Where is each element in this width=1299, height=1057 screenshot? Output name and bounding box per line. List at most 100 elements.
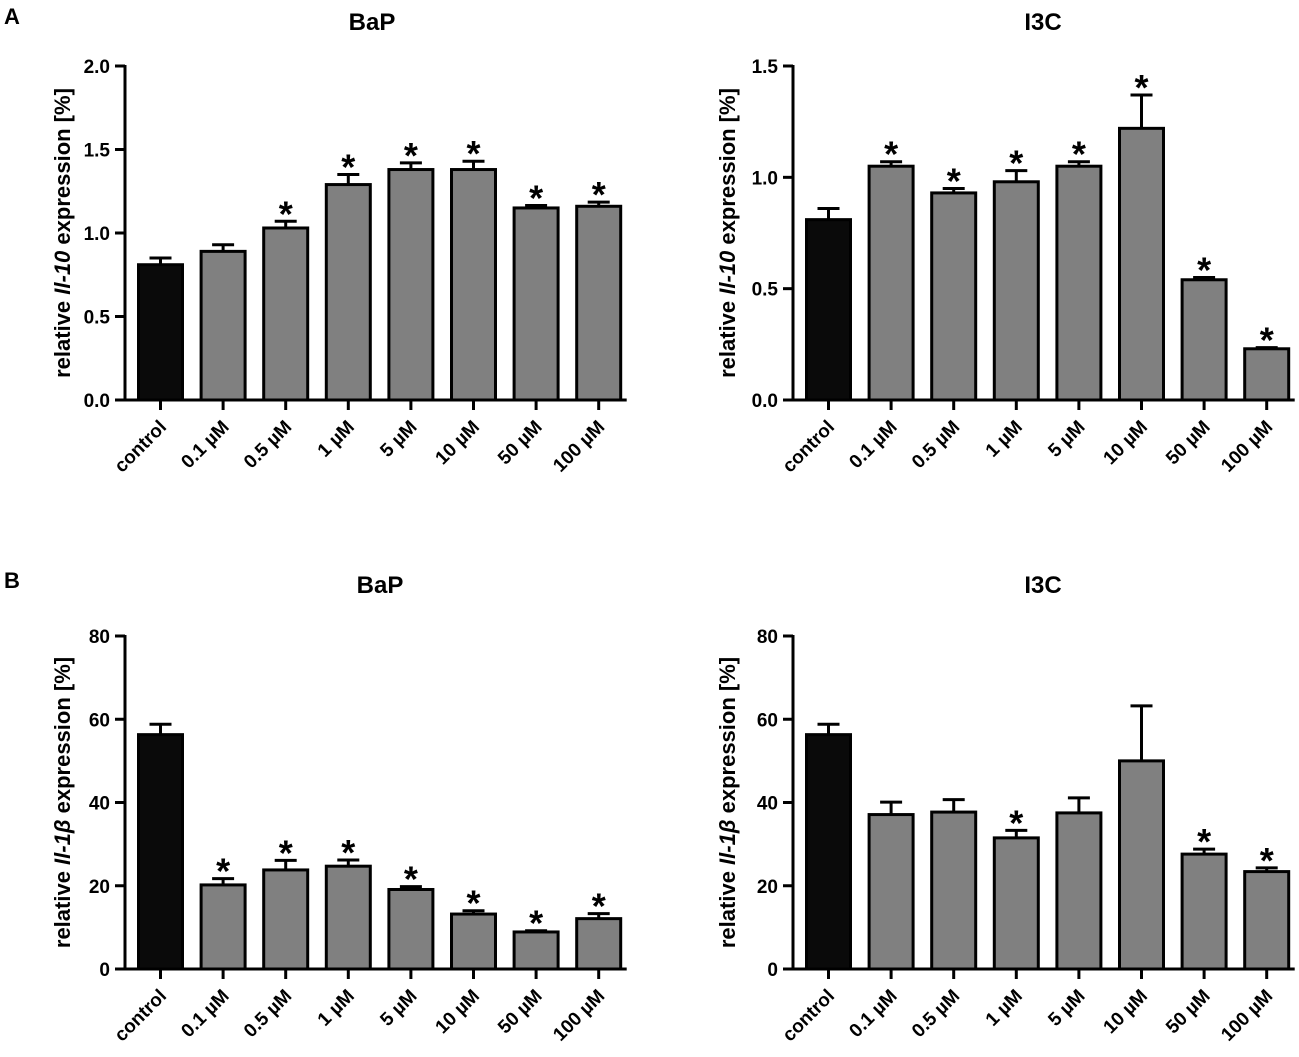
bar-4 (387, 168, 435, 402)
bar-1 (867, 164, 915, 402)
y-axis-label-gene: Il-1β (50, 819, 75, 864)
bar-1 (199, 249, 247, 402)
bar-2 (262, 868, 310, 971)
y-tick-label-2: 40 (757, 794, 778, 815)
y-axis-label: relative Il-10 expression [%] (50, 88, 75, 378)
x-tick-label-6: 50 µM (1162, 986, 1214, 1038)
panel-label-a: A (4, 4, 20, 29)
significance-star-7: * (592, 886, 606, 927)
bar-2 (930, 191, 978, 402)
bar-5 (450, 168, 497, 402)
chart-il1b-i3c: I3C relative Il-1β expression [%] * * * 0 20 40… (715, 572, 1295, 1046)
y-tick-label-1: 0.5 (752, 280, 779, 301)
significance-star-6: * (1197, 250, 1211, 291)
x-tick-label-0: control (111, 986, 171, 1046)
significance-star-7: * (592, 174, 606, 215)
bar-3 (324, 183, 372, 402)
significance-star-6: * (529, 903, 543, 944)
bar-1 (867, 813, 915, 971)
bar-7 (575, 204, 623, 402)
bar-0 (137, 733, 184, 971)
significance-star-5: * (466, 883, 480, 924)
x-tick-label-4: 5 µM (376, 986, 421, 1031)
significance-star-4: * (404, 859, 418, 900)
y-tick-label-1: 20 (89, 877, 110, 898)
x-tick-label-3: 1 µM (982, 417, 1027, 462)
x-tick-label-2: 0.5 µM (240, 417, 296, 473)
significance-star-3: * (341, 832, 355, 873)
y-tick-label-0: 0.0 (752, 391, 778, 412)
significance-star-4: * (1072, 134, 1086, 175)
x-tick-label-5: 10 µM (1100, 417, 1152, 469)
y-tick-label-1: 0.5 (84, 308, 111, 329)
y-axis-label: relative Il-10 expression [%] (715, 88, 740, 378)
x-tick-label-5: 10 µM (432, 417, 484, 469)
y-tick-label-1: 20 (757, 877, 778, 898)
y-tick-label-2: 40 (89, 794, 110, 815)
significance-star-1: * (884, 134, 898, 175)
significance-star-7: * (1260, 320, 1274, 361)
x-tick-label-0: control (779, 417, 839, 477)
x-tick-label-0: control (779, 986, 839, 1046)
significance-star-4: * (404, 135, 418, 176)
bar-7 (1243, 870, 1291, 971)
bar-3 (992, 836, 1040, 971)
y-axis-label-suffix: expression [%] (50, 657, 75, 820)
chart-il1b-bap: BaP relative Il-1β expression [%] * * * * * * * 0… (50, 572, 627, 1046)
x-tick-label-4: 5 µM (1044, 986, 1089, 1031)
chart-title: BaP (349, 9, 396, 36)
significance-star-2: * (947, 160, 961, 201)
x-tick-label-7: 100 µM (549, 417, 609, 477)
bar-6 (1180, 278, 1228, 402)
bar-4 (1055, 164, 1103, 402)
bar-3 (324, 864, 372, 971)
x-tick-label-5: 10 µM (432, 986, 484, 1038)
significance-star-7: * (1260, 840, 1274, 881)
x-tick-label-7: 100 µM (549, 986, 609, 1046)
significance-star-2: * (279, 832, 293, 873)
chart-title: BaP (357, 572, 404, 599)
y-tick-label-3: 1.5 (752, 57, 779, 78)
bar-4 (1055, 811, 1103, 971)
y-axis-label-gene: Il-1β (715, 819, 740, 864)
x-tick-label-4: 5 µM (1044, 417, 1089, 462)
y-axis-label-suffix: expression [%] (50, 88, 75, 251)
bar-6 (512, 206, 560, 402)
y-tick-label-0: 0.0 (84, 391, 110, 412)
y-tick-label-4: 80 (757, 627, 778, 648)
y-tick-label-0: 0 (767, 960, 778, 981)
x-tick-label-7: 100 µM (1217, 986, 1277, 1046)
x-tick-label-1: 0.1 µM (845, 417, 901, 473)
x-tick-label-4: 5 µM (376, 417, 421, 462)
significance-star-2: * (279, 193, 293, 234)
y-tick-label-4: 80 (89, 627, 110, 648)
chart-title: I3C (1024, 9, 1061, 36)
x-tick-label-1: 0.1 µM (177, 417, 233, 473)
y-axis-label-prefix: relative (715, 295, 740, 378)
chart-title: I3C (1024, 572, 1061, 599)
y-axis-label: relative Il-1β expression [%] (715, 657, 740, 948)
chart-il10-bap: BaP relative Il-10 expression [%] * * * * * * 0.… (50, 9, 627, 477)
x-tick-label-2: 0.5 µM (240, 986, 296, 1042)
y-tick-label-0: 0 (99, 960, 110, 981)
bar-1 (199, 883, 247, 971)
bar-0 (805, 733, 852, 971)
y-axis-label-gene: Il-10 (715, 250, 740, 295)
y-tick-label-3: 60 (89, 710, 110, 731)
bar-4 (387, 887, 435, 971)
x-tick-label-7: 100 µM (1217, 417, 1277, 477)
x-tick-label-2: 0.5 µM (908, 986, 964, 1042)
x-tick-label-6: 50 µM (1162, 417, 1214, 469)
x-tick-label-0: control (111, 417, 171, 477)
significance-star-6: * (529, 177, 543, 218)
y-axis-label-prefix: relative (50, 295, 75, 378)
significance-star-6: * (1197, 821, 1211, 862)
x-tick-label-5: 10 µM (1100, 986, 1152, 1038)
x-tick-label-3: 1 µM (982, 986, 1027, 1031)
chart-il10-i3c: I3C relative Il-10 expression [%] * * * * * * * 0… (715, 9, 1295, 477)
y-axis-label-suffix: expression [%] (715, 88, 740, 251)
significance-star-5: * (1134, 67, 1148, 108)
y-tick-label-3: 60 (757, 710, 778, 731)
bar-0 (137, 263, 184, 402)
bar-3 (992, 180, 1040, 402)
